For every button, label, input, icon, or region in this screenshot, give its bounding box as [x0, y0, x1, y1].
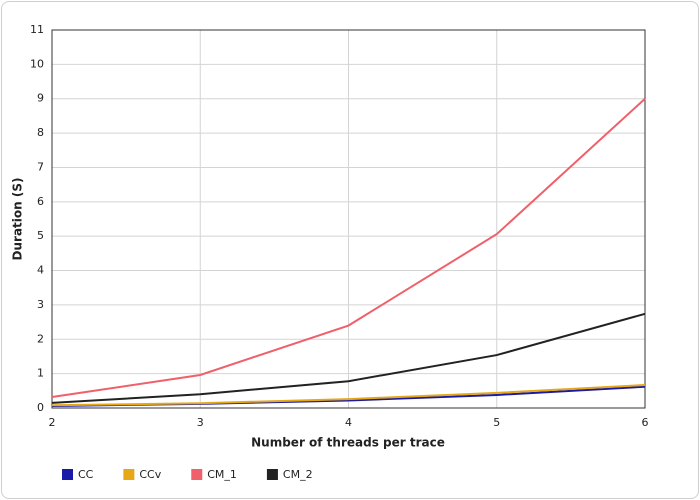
y-tick-label: 3 — [37, 298, 44, 311]
series-line — [51, 383, 646, 407]
plot-border — [51, 29, 646, 409]
y-tick-label: 6 — [37, 195, 44, 208]
y-tick-label: 10 — [30, 57, 44, 70]
y-tick-label: 9 — [37, 92, 44, 105]
y-tick-label: 0 — [37, 401, 44, 414]
y-tick-label: 7 — [37, 160, 44, 173]
legend-swatch — [123, 469, 135, 480]
legend-swatch — [62, 469, 73, 480]
legend-swatch — [191, 469, 203, 480]
x-tick-label: 2 — [49, 416, 56, 429]
y-tick-label: 4 — [37, 264, 44, 277]
y-tick-label: 1 — [37, 367, 44, 380]
series-line — [51, 312, 646, 404]
legend-label: CCv — [139, 468, 161, 481]
y-tick-label: 11 — [30, 23, 44, 36]
legend-label: CM_2 — [283, 468, 313, 481]
x-tick-label: 4 — [345, 416, 352, 429]
x-tick-label: 5 — [493, 416, 500, 429]
x-tick-label: 6 — [642, 416, 649, 429]
y-tick-label: 8 — [37, 126, 44, 139]
x-axis-title: Number of threads per trace — [251, 436, 445, 450]
y-tick-label: 2 — [37, 332, 44, 345]
x-tick-label: 3 — [197, 416, 204, 429]
y-axis-title: Duration (S) — [11, 178, 25, 261]
y-tick-label: 5 — [37, 229, 44, 242]
legend-label: CM_1 — [207, 468, 237, 481]
series-line — [51, 97, 646, 398]
legend-label: CC — [78, 468, 94, 481]
legend-swatch — [266, 469, 278, 480]
